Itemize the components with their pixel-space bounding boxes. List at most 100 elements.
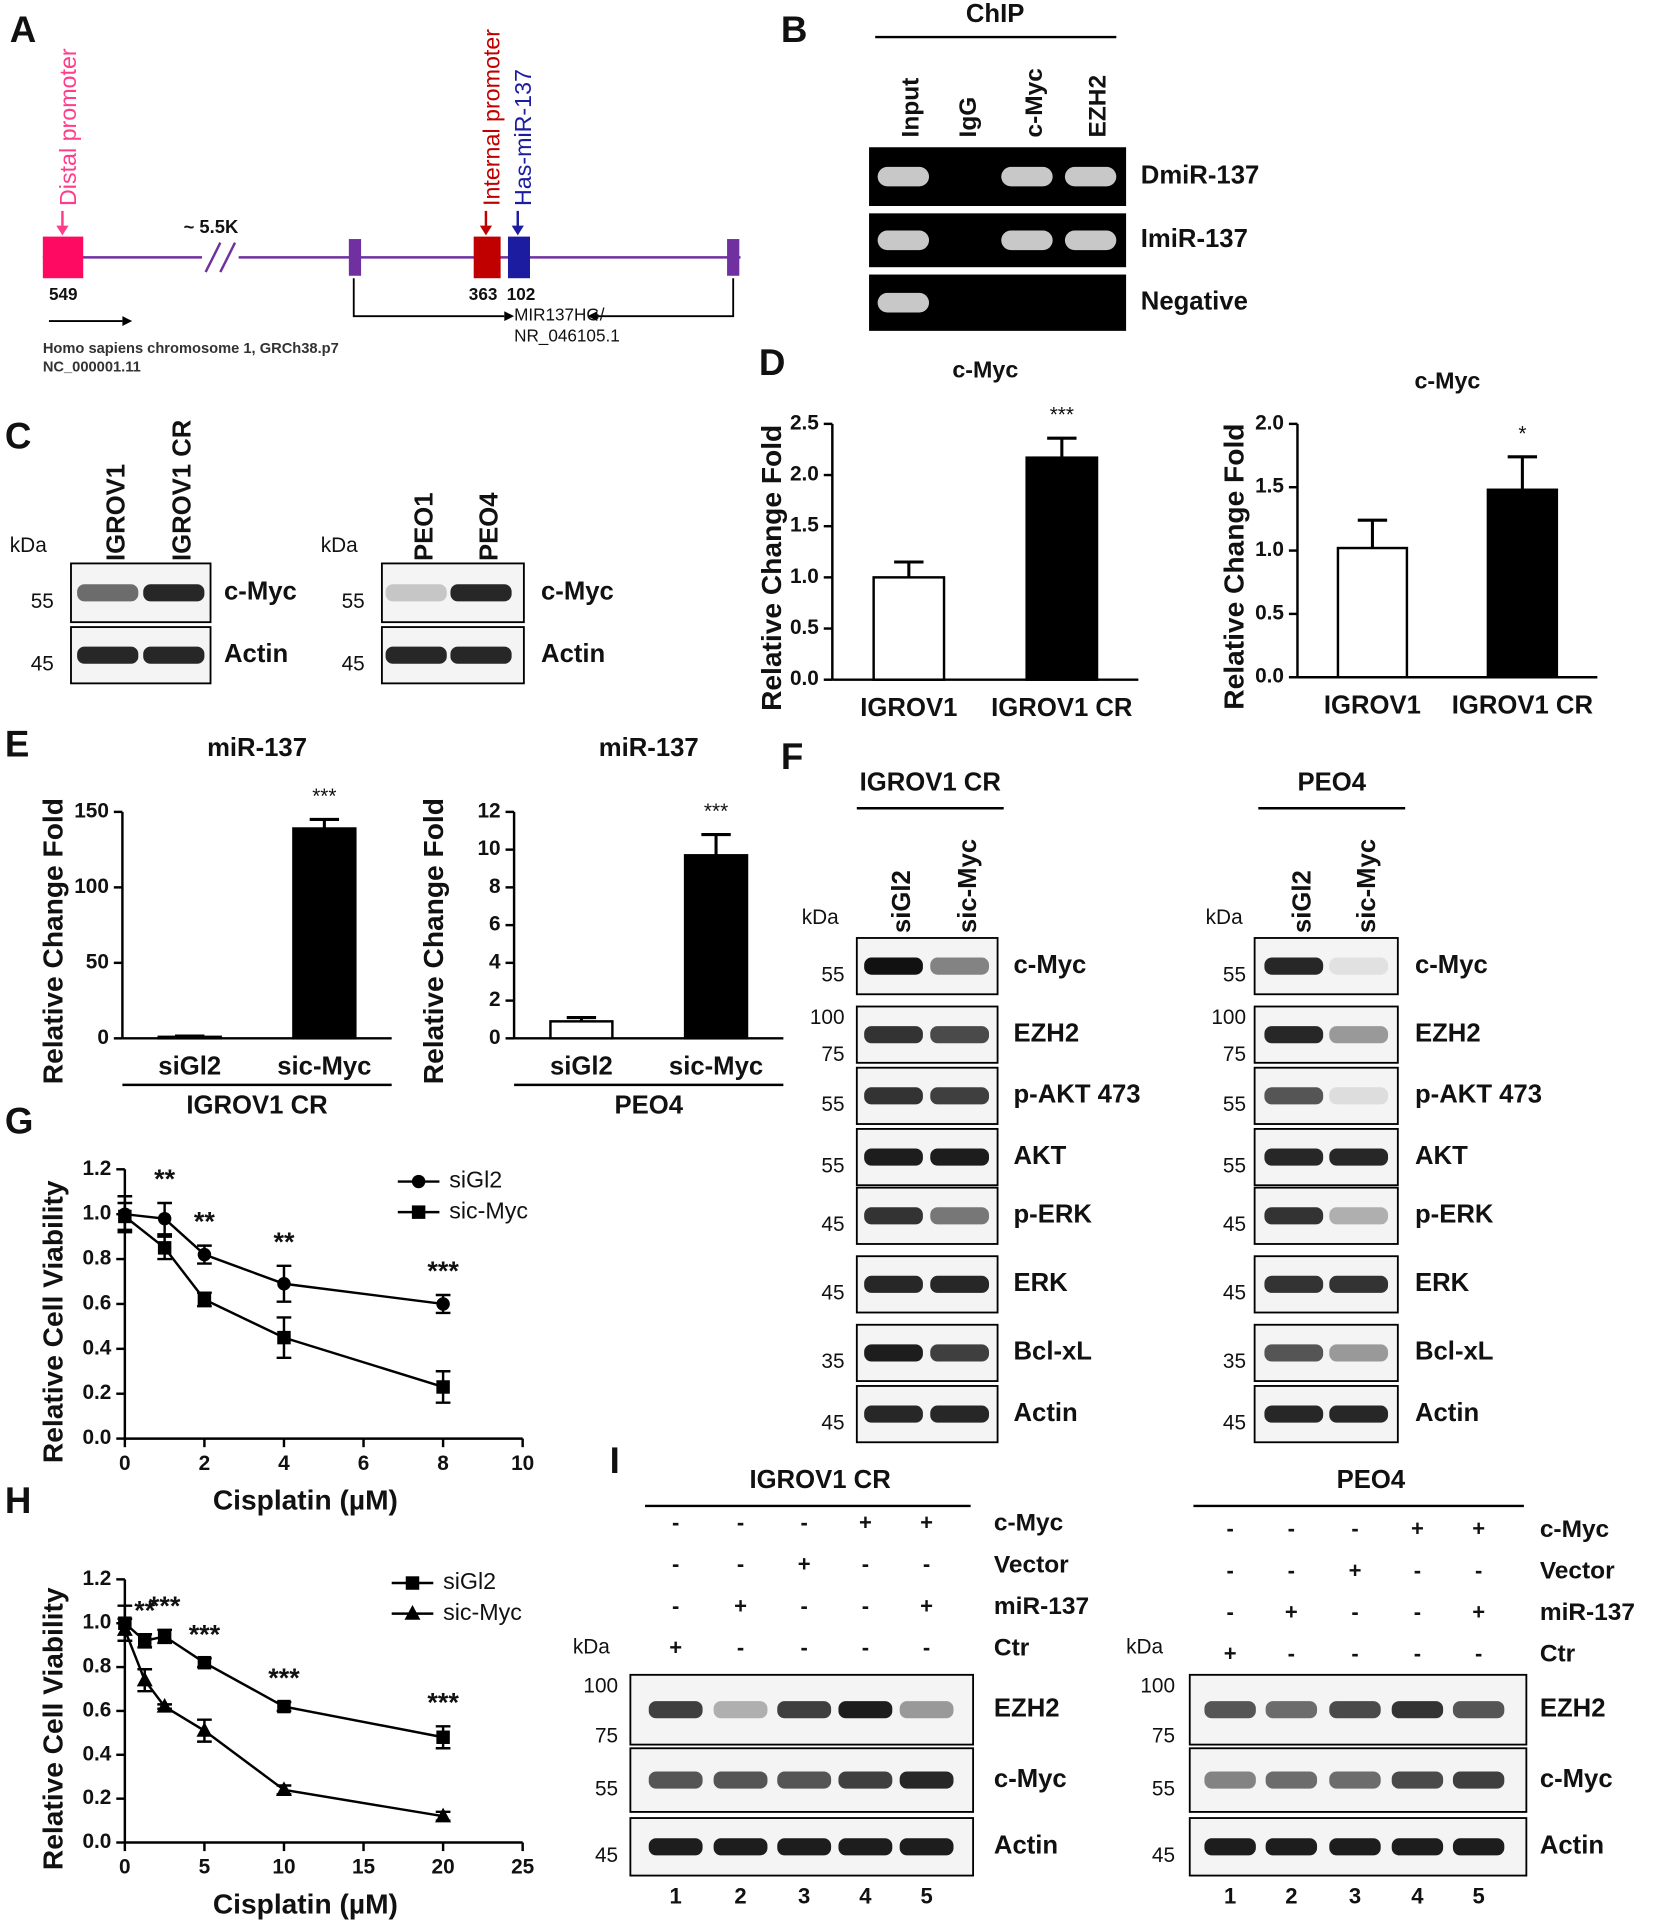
band [1329,957,1389,975]
transcript: MIR137HG/ [514,305,605,325]
sign: - [737,1552,744,1577]
band [1329,1405,1389,1423]
kda-marker: 55 [1223,1154,1246,1177]
band [1265,1771,1318,1789]
band [648,1771,703,1789]
kda-marker: 45 [595,1844,618,1867]
series-line [123,1629,444,1818]
point [156,1697,173,1713]
band-label: Actin [994,1832,1058,1860]
band [1264,1275,1324,1293]
bracket [352,278,505,318]
legend-label: siGl2 [449,1167,502,1193]
y-axis-label: Relative Cell Viability [38,1587,69,1870]
point [404,1605,421,1620]
chromosome: Homo sapiens chromosome 1, GRCh38.p7 [43,341,339,357]
x-tick-label: 0 [119,1856,131,1879]
y-tick-label: 4 [489,950,501,973]
sign: - [923,1635,930,1660]
band [1264,1148,1324,1166]
lane-number: 1 [670,1883,682,1908]
bar [683,854,749,1040]
band-label: p-AKT 473 [1013,1081,1140,1109]
point [138,1634,152,1648]
band [864,1207,923,1225]
arrowhead [504,311,515,322]
band-label: c-Myc [1415,951,1488,979]
band-label: c-Myc [224,578,297,606]
significance: *** [1050,404,1074,427]
kda-marker: 45 [31,653,54,676]
error-bar [175,1034,205,1038]
condition-label: miR-137 [994,1593,1089,1620]
y-tick-label: 1.0 [82,1611,111,1634]
sign: + [1472,1599,1485,1624]
y-tick-label: 2 [489,988,501,1011]
band [1204,1701,1256,1719]
kda-marker: 45 [821,1282,844,1305]
arrowhead [479,225,493,236]
band-label: EZH2 [1415,1019,1481,1047]
lane-label: IgG [955,97,982,138]
kda-marker: 45 [1223,1282,1246,1305]
band [1329,1701,1381,1719]
point [197,1292,212,1307]
band [899,1701,954,1719]
kda-marker: 100 [1211,1006,1246,1029]
lane-label: c-Myc [1021,68,1048,137]
sign: + [1285,1599,1298,1624]
legend-label: sic-Myc [449,1197,528,1223]
kda: kDa [802,906,839,929]
y-tick-label: 0.5 [1255,601,1284,624]
lane-number: 5 [1472,1883,1484,1908]
significance: *** [149,1591,181,1621]
bracket [597,278,735,318]
kda-marker: 75 [595,1725,618,1748]
y-tick-label: 0.0 [82,1830,111,1853]
sign: - [1351,1599,1358,1624]
band [1329,1026,1389,1044]
lane-label: IGROV1 CR [168,419,196,561]
sign: - [862,1552,869,1577]
band-label: Bcl-xL [1415,1338,1494,1366]
band [930,1026,990,1044]
blot-header: IGROV1 CR [860,769,1002,797]
band [777,1771,832,1789]
band [930,1344,990,1362]
band-label: Actin [1415,1399,1479,1427]
band [385,646,447,664]
exon [348,239,362,276]
band [777,1701,832,1719]
kda-marker: 75 [1223,1043,1246,1066]
sign: - [737,1510,744,1535]
sign: - [1475,1558,1482,1583]
kda: kDa [573,1635,610,1658]
significance: * [1518,422,1526,445]
significance: *** [427,1687,459,1717]
sign: - [1351,1641,1358,1666]
band-label: p-ERK [1415,1201,1494,1229]
band [1204,1771,1256,1789]
band [777,1838,832,1856]
panel-label: D [759,342,786,383]
lane-label: PEO1 [411,492,439,561]
kda-marker: 45 [1223,1411,1246,1434]
point [277,1699,291,1714]
band-label: EZH2 [994,1694,1060,1722]
kda-marker: 45 [821,1411,844,1434]
sign: - [801,1593,808,1618]
sign: - [1475,1641,1482,1666]
distal-promoter: Distal promoter [55,48,81,206]
significance: *** [268,1663,300,1693]
panel-label: H [5,1480,32,1521]
band [864,957,923,975]
sign: - [1288,1641,1295,1666]
kda-marker: 75 [821,1043,844,1066]
legend-label: siGl2 [443,1568,496,1594]
sign: + [920,1510,933,1535]
band [1452,1838,1505,1856]
band [838,1838,893,1856]
significance: ** [194,1207,215,1237]
y-tick-label: 0.8 [82,1655,111,1678]
x-tick-label: IGROV1 CR [1452,691,1594,719]
